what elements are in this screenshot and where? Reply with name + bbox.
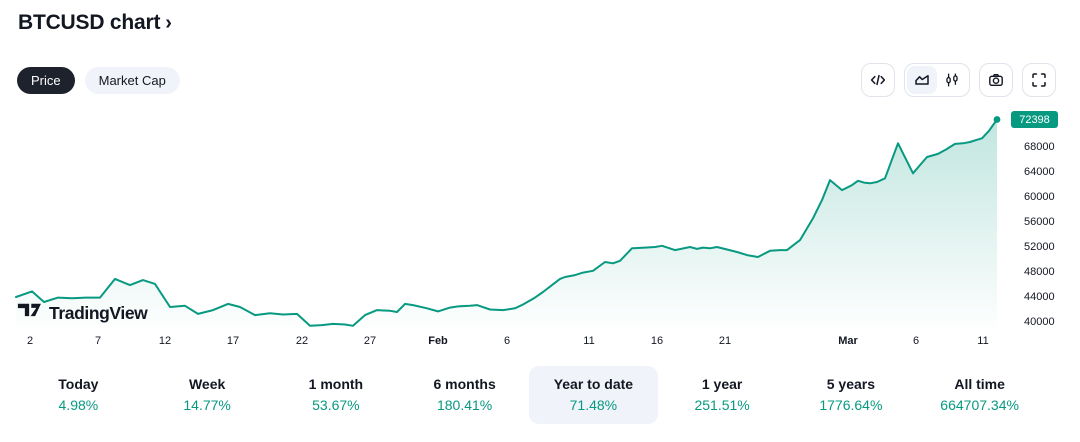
area-fill bbox=[16, 119, 997, 333]
price-chart[interactable]: 68000 64000 60000 56000 52000 48000 44000 40000… bbox=[0, 105, 1080, 355]
price-axis-label: 60000 bbox=[1024, 190, 1055, 203]
tradingview-logo-link[interactable]: TradingView bbox=[17, 302, 148, 324]
time-axis-label: 16 bbox=[650, 335, 664, 347]
stat-period-value: 53.67% bbox=[312, 397, 360, 413]
time-axis-label: 11 bbox=[977, 335, 989, 347]
code-icon bbox=[869, 71, 887, 89]
time-axis-label: 12 bbox=[158, 335, 172, 347]
time-axis-label: Mar bbox=[838, 335, 858, 347]
chevron-right-icon: › bbox=[165, 11, 172, 34]
price-axis-label: 40000 bbox=[1024, 315, 1055, 328]
price-axis-label: 52000 bbox=[1024, 240, 1055, 253]
page-title: BTCUSD chart bbox=[18, 11, 161, 34]
time-axis-label: 7 bbox=[94, 335, 102, 347]
area-chart-icon bbox=[913, 71, 931, 89]
price-chart-canvas[interactable] bbox=[0, 105, 1080, 353]
stat-period-6-months[interactable]: 6 months 180.41% bbox=[400, 366, 529, 424]
fullscreen-icon bbox=[1030, 71, 1048, 89]
camera-icon bbox=[987, 71, 1005, 89]
last-price-badge: 72398 bbox=[1011, 111, 1058, 128]
stat-period-year-to-date[interactable]: Year to date 71.48% bbox=[529, 366, 658, 424]
stat-period-label: 1 year bbox=[701, 376, 743, 392]
price-axis-label: 68000 bbox=[1024, 140, 1055, 153]
area-style-button[interactable] bbox=[907, 66, 937, 94]
stat-period-5-years[interactable]: 5 years 1776.64% bbox=[787, 366, 916, 424]
chart-toolbar bbox=[861, 63, 1056, 97]
stat-period-1-year[interactable]: 1 year 251.51% bbox=[658, 366, 787, 424]
time-axis-label: 11 bbox=[583, 335, 595, 347]
stat-period-label: 5 years bbox=[826, 376, 876, 392]
stat-period-value: 180.41% bbox=[436, 397, 493, 413]
stat-period-value: 1776.64% bbox=[819, 397, 883, 413]
stat-period-label: All time bbox=[954, 376, 1005, 392]
stat-period-label: Year to date bbox=[553, 376, 634, 392]
stat-period-label: Week bbox=[188, 376, 226, 392]
view-toggle: Price Market Cap bbox=[17, 67, 180, 94]
time-axis-label: 21 bbox=[718, 335, 732, 347]
stat-period-all-time[interactable]: All time 664707.34% bbox=[915, 366, 1044, 424]
stat-period-value: 71.48% bbox=[569, 397, 618, 413]
time-axis-label: 2 bbox=[26, 335, 34, 347]
screenshot-button[interactable] bbox=[979, 63, 1013, 97]
price-axis-label: 48000 bbox=[1024, 265, 1055, 278]
tradingview-logo-icon bbox=[17, 302, 42, 324]
time-axis-label: 27 bbox=[363, 335, 377, 347]
time-axis-label: 6 bbox=[912, 335, 920, 347]
stat-period-value: 664707.34% bbox=[940, 397, 1019, 413]
price-line bbox=[15, 118, 998, 327]
price-axis-label: 56000 bbox=[1024, 215, 1055, 228]
candlestick-chart-icon bbox=[943, 71, 961, 89]
embed-code-button[interactable] bbox=[861, 63, 895, 97]
stat-period-label: 1 month bbox=[308, 376, 364, 392]
stat-period-label: Today bbox=[58, 376, 99, 392]
fullscreen-button[interactable] bbox=[1022, 63, 1056, 97]
stat-period-value: 251.51% bbox=[694, 397, 750, 413]
stat-period-value: 14.77% bbox=[183, 397, 231, 413]
performance-stats: Today 4.98% Week 14.77% 1 month 53.67% 6 month… bbox=[14, 366, 1044, 424]
price-axis-label: 64000 bbox=[1024, 165, 1055, 178]
tab-price[interactable]: Price bbox=[17, 67, 75, 94]
time-axis-label: 22 bbox=[295, 335, 309, 347]
tradingview-logo-text: TradingView bbox=[49, 302, 148, 323]
chart-style-switch bbox=[904, 63, 970, 97]
price-axis-label: 44000 bbox=[1024, 290, 1055, 303]
time-axis-label: Feb bbox=[428, 335, 448, 347]
stat-period-today[interactable]: Today 4.98% bbox=[14, 366, 143, 424]
stat-period-label: 6 months bbox=[433, 376, 496, 392]
stat-period-1-month[interactable]: 1 month 53.67% bbox=[272, 366, 401, 424]
stat-period-week[interactable]: Week 14.77% bbox=[143, 366, 272, 424]
time-axis-label: 6 bbox=[503, 335, 511, 347]
chart-title-link[interactable]: BTCUSD chart › bbox=[18, 11, 172, 35]
candles-style-button[interactable] bbox=[937, 66, 967, 94]
last-price-dot bbox=[993, 116, 1001, 123]
stat-period-value: 4.98% bbox=[58, 397, 99, 413]
tab-market-cap[interactable]: Market Cap bbox=[84, 67, 180, 94]
time-axis-label: 17 bbox=[226, 335, 240, 347]
